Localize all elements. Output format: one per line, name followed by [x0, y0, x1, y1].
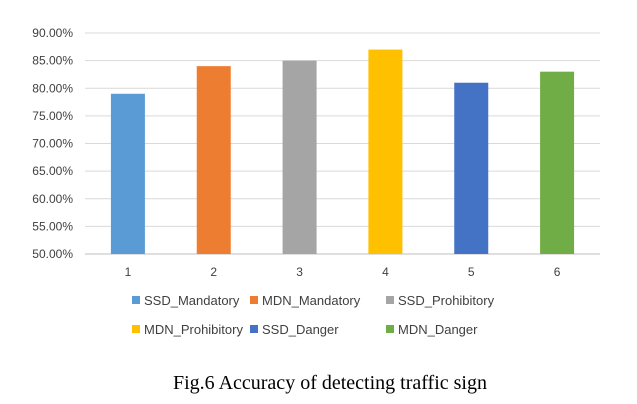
- legend-label: MDN_Danger: [398, 322, 478, 337]
- y-tick-label: 55.00%: [32, 219, 73, 233]
- bar-5: [454, 82, 489, 254]
- legend-swatch: [250, 296, 258, 304]
- figure-caption: Fig.6 Accuracy of detecting traffic sign: [173, 372, 487, 394]
- legend-label: SSD_Danger: [262, 322, 339, 337]
- legend-swatch: [132, 325, 140, 333]
- legend-label: MDN_Mandatory: [262, 293, 361, 308]
- bar-6: [540, 71, 575, 254]
- y-tick-label: 70.00%: [32, 137, 73, 151]
- legend-swatch: [132, 296, 140, 304]
- x-tick-label: 3: [296, 265, 303, 279]
- y-tick-label: 80.00%: [32, 81, 73, 95]
- y-tick-label: 50.00%: [32, 247, 73, 261]
- x-tick-label: 4: [382, 265, 389, 279]
- y-tick-label: 75.00%: [32, 109, 73, 123]
- y-tick-label: 60.00%: [32, 192, 73, 206]
- legend-label: SSD_Mandatory: [144, 293, 240, 308]
- bar-1: [110, 93, 145, 255]
- y-tick-label: 65.00%: [32, 164, 73, 178]
- bar-4: [368, 49, 403, 255]
- legend-label: MDN_Prohibitory: [144, 322, 243, 337]
- y-axis-tick-labels: 50.00% 55.00% 60.00% 65.00% 70.00% 75.00% 80.0…: [32, 26, 73, 261]
- bars: [110, 49, 575, 255]
- legend-swatch: [386, 296, 394, 304]
- bar-3: [282, 60, 317, 254]
- legend-swatch: [250, 325, 258, 333]
- y-tick-label: 90.00%: [32, 26, 73, 40]
- gridlines: [85, 32, 600, 255]
- x-axis-tick-labels: 1 2 3 4 5 6: [125, 265, 561, 279]
- legend-label: SSD_Prohibitory: [398, 293, 495, 308]
- x-tick-label: 6: [554, 265, 561, 279]
- bar-2: [196, 66, 231, 255]
- legend-swatch: [386, 325, 394, 333]
- x-tick-label: 2: [210, 265, 217, 279]
- legend: SSD_Mandatory MDN_Mandatory SSD_Prohibitor…: [132, 293, 495, 337]
- x-tick-label: 1: [125, 265, 132, 279]
- y-tick-label: 85.00%: [32, 54, 73, 68]
- x-tick-label: 5: [468, 265, 475, 279]
